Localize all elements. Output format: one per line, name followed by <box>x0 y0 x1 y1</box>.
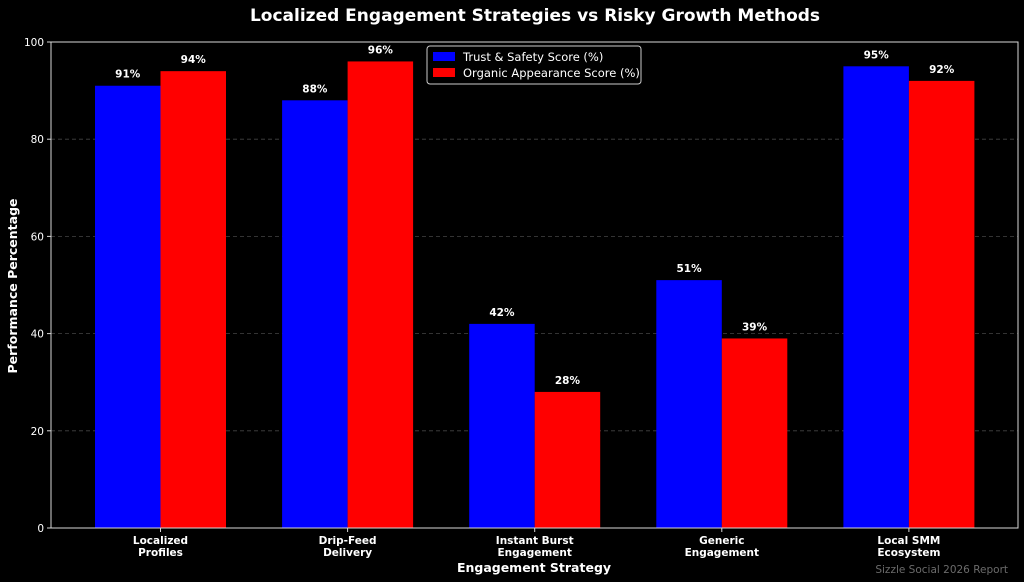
data-label: 92% <box>929 64 955 76</box>
data-label: 28% <box>555 375 581 387</box>
y-axis-ticks: 0 20 40 60 80 100 <box>24 37 51 535</box>
legend-swatch <box>433 52 455 61</box>
x-tick-label: Generic Engagement <box>685 535 759 559</box>
x-tick-label: Local SMM Ecosystem <box>877 535 940 559</box>
bar <box>347 61 414 528</box>
legend-swatch <box>433 68 455 77</box>
x-tick-label: Drip-Feed Delivery <box>319 535 377 559</box>
y-tick-label: 60 <box>31 231 44 243</box>
bar <box>469 323 535 528</box>
y-tick-label: 100 <box>24 37 44 49</box>
data-label: 42% <box>489 307 515 319</box>
legend-label: Organic Appearance Score (%) <box>463 66 640 80</box>
y-tick-label: 40 <box>31 329 44 341</box>
data-label: 95% <box>864 49 890 61</box>
bar <box>95 85 161 529</box>
bar <box>656 280 722 528</box>
x-axis-label: Engagement Strategy <box>457 560 611 575</box>
data-label: 91% <box>115 69 141 81</box>
data-label: 51% <box>676 263 702 275</box>
data-label: 94% <box>181 54 207 66</box>
data-label: 88% <box>302 83 328 95</box>
bar <box>160 71 226 528</box>
legend: Trust & Safety Score (%) Organic Appearan… <box>426 45 642 85</box>
y-axis-label: Performance Percentage <box>5 198 20 373</box>
y-tick-label: 20 <box>31 426 44 438</box>
bars <box>95 61 975 529</box>
bar <box>908 80 975 528</box>
x-axis-ticks: Localized Profiles Drip-Feed Delivery Instan… <box>133 528 940 559</box>
legend-label: Trust & Safety Score (%) <box>462 50 603 64</box>
y-tick-label: 0 <box>37 523 44 535</box>
bar <box>721 338 788 528</box>
bar <box>282 100 348 528</box>
x-tick-label: Instant Burst Engagement <box>496 535 574 559</box>
y-tick-label: 80 <box>31 134 44 146</box>
legend-box <box>426 45 642 85</box>
bar <box>534 391 601 528</box>
data-label: 96% <box>368 44 394 56</box>
data-labels: 91% 94% 88% 96% 42% 28% 51% 39% 95% 92% <box>115 44 955 386</box>
chart-title: Localized Engagement Strategies vs Risky… <box>250 6 820 26</box>
bar <box>843 66 909 529</box>
data-label: 39% <box>742 321 768 333</box>
watermark: Sizzle Social 2026 Report <box>875 564 1008 576</box>
x-tick-label: Localized Profiles <box>133 535 188 559</box>
